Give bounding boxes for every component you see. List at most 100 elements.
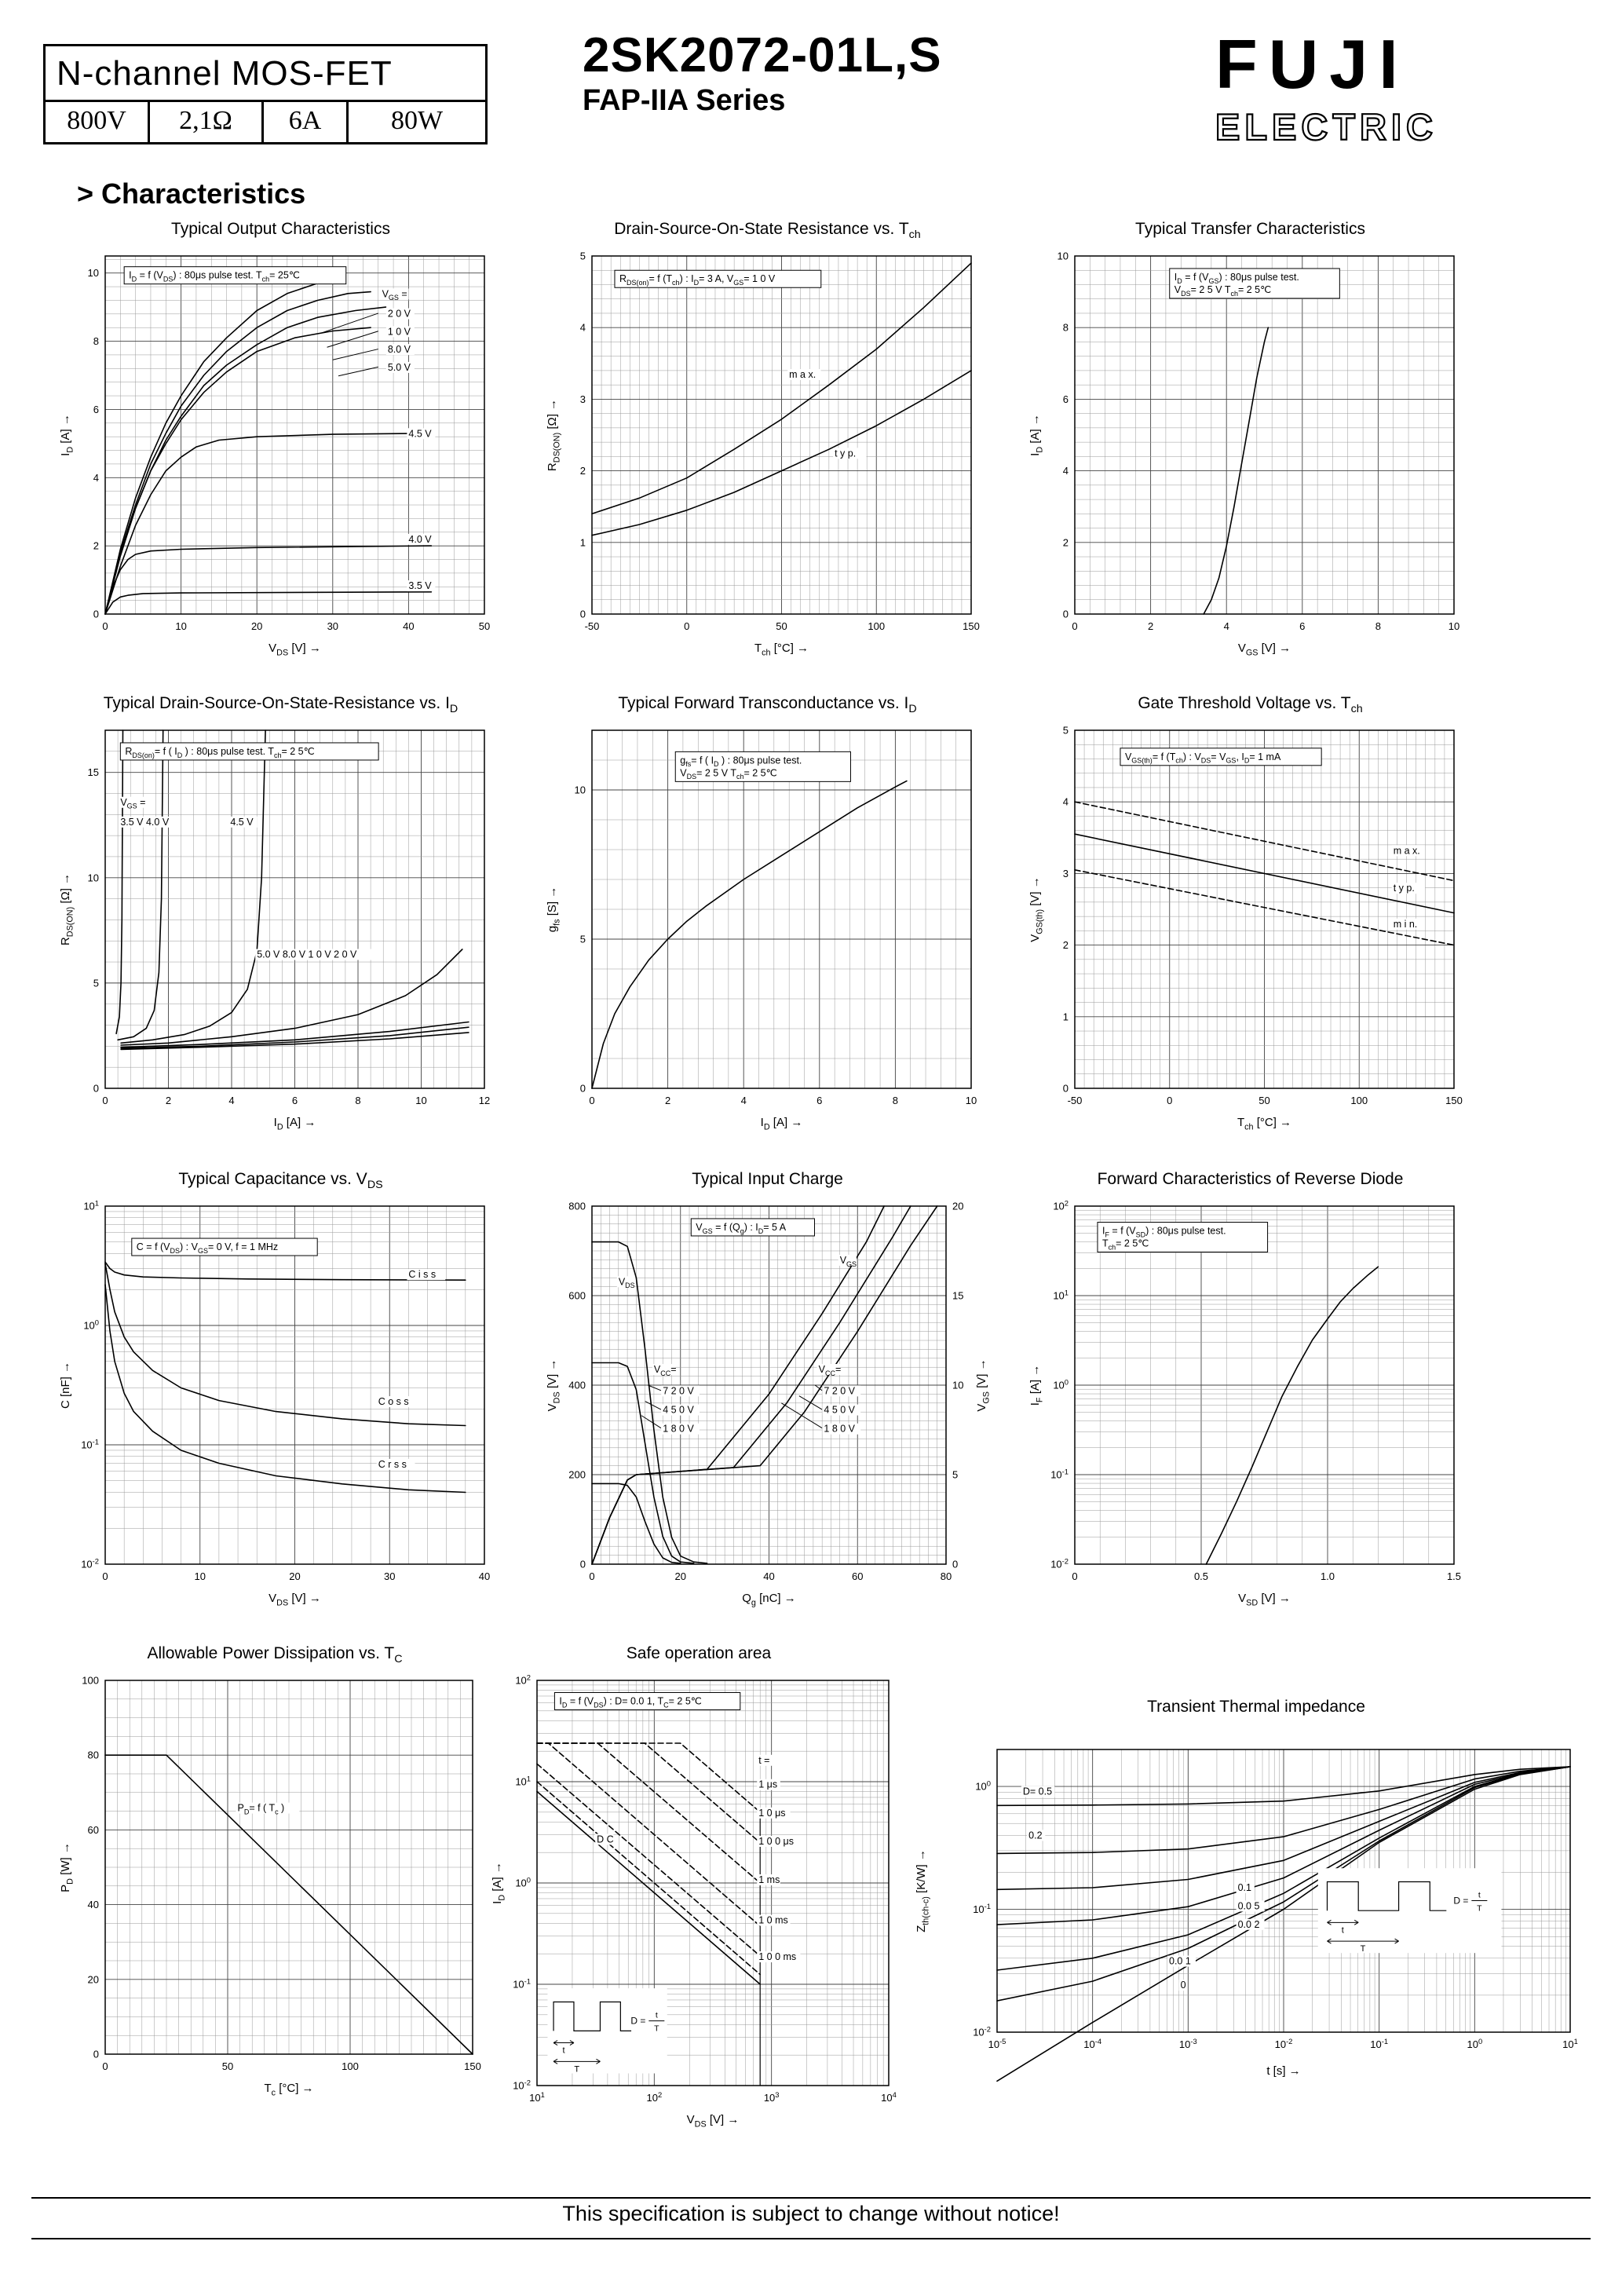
- chart-canvas-input-charge: VGS = f (Qg) : ID= 5 A VDS VGS VCC= 7 2 0 V 4…: [542, 1190, 993, 1614]
- svg-text:Tc [°C] →: Tc [°C] →: [264, 2082, 313, 2098]
- svg-text:1: 1: [580, 536, 586, 548]
- svg-text:VDS [V] →: VDS [V] →: [687, 2113, 740, 2130]
- rating-rdson: 2,1Ω: [150, 102, 264, 142]
- svg-text:80: 80: [88, 1749, 99, 1761]
- svg-text:4 5 0 V: 4 5 0 V: [824, 1405, 855, 1416]
- chart-rdson-vs-tch: Drain-Source-On-State Resistance vs. Tch…: [542, 218, 993, 664]
- svg-text:3: 3: [580, 393, 586, 405]
- chart-title: Typical Input Charge: [692, 1170, 843, 1188]
- svg-text:8: 8: [93, 335, 99, 347]
- svg-text:0: 0: [1063, 1083, 1069, 1095]
- svg-text:4: 4: [1224, 620, 1229, 632]
- svg-text:2: 2: [580, 465, 586, 477]
- svg-text:C r s s: C r s s: [378, 1459, 407, 1470]
- part-block: 2SK2072-01L,S FAP-IIA Series: [583, 30, 942, 118]
- svg-text:2: 2: [665, 1095, 670, 1106]
- rating-current: 6A: [264, 102, 349, 142]
- svg-text:5: 5: [952, 1469, 958, 1481]
- svg-text:-50: -50: [1068, 1095, 1083, 1106]
- svg-text:5: 5: [580, 934, 586, 945]
- svg-text:5: 5: [93, 977, 99, 989]
- svg-text:VGS [V] →: VGS [V] →: [975, 1358, 992, 1411]
- svg-text:ID [A] →: ID [A] →: [59, 414, 75, 456]
- svg-text:0: 0: [684, 620, 689, 632]
- svg-text:10: 10: [88, 872, 99, 883]
- chart-title: Drain-Source-On-State Resistance vs. Tch: [614, 220, 921, 242]
- svg-text:0: 0: [1063, 609, 1069, 620]
- chart-transient-thermal-impedance: Transient Thermal impedance D= 0.5 0.2 0.1…: [911, 1696, 1602, 2087]
- chart-gate-threshold-vs-tch: Gate Threshold Voltage vs. Tch VGS(th)= …: [1025, 693, 1476, 1139]
- svg-text:3.5 V 4.0 V: 3.5 V 4.0 V: [120, 817, 170, 828]
- svg-text:10: 10: [575, 784, 586, 796]
- svg-text:T: T: [1361, 1944, 1366, 1954]
- svg-text:8: 8: [1375, 620, 1381, 632]
- chart-canvas-rdson-vs-tch: RDS(on)= f (Tch) : ID= 3 A, VGS= 1 0 V m …: [542, 240, 993, 664]
- svg-text:t: t: [1342, 1925, 1344, 1935]
- chart-capacitance-vs-vds: Typical Capacitance vs. VDS C = f (VDS) …: [55, 1168, 506, 1614]
- svg-text:m a x.: m a x.: [1394, 845, 1420, 856]
- svg-text:20: 20: [251, 620, 262, 632]
- chart-canvas-transfer-characteristics: ID = f (VGS) : 80μs pulse test. VDS= 2 5 …: [1025, 240, 1476, 664]
- svg-text:ID = f (VGS) : 80μs pulse test: ID = f (VGS) : 80μs pulse test.: [1174, 272, 1299, 285]
- svg-text:6: 6: [1299, 620, 1305, 632]
- svg-text:200: 200: [568, 1469, 586, 1481]
- chart-rdson-vs-id: Typical Drain-Source-On-State-Resistance…: [55, 693, 506, 1139]
- chart-reverse-diode-forward: Forward Characteristics of Reverse Diode…: [1025, 1168, 1476, 1614]
- chart-title: Safe operation area: [626, 1644, 772, 1662]
- svg-text:60: 60: [88, 1824, 99, 1836]
- chart-output-characteristics: Typical Output Characteristics ID = f (V…: [55, 218, 506, 664]
- svg-text:0: 0: [580, 1559, 586, 1570]
- svg-text:0: 0: [102, 1570, 108, 1582]
- svg-text:1 ms: 1 ms: [758, 1874, 780, 1885]
- chart-canvas-transient-thermal-impedance: D= 0.5 0.2 0.1 0.0 5 0.0 2 0.0 1 0 10-5 10-4 10-3…: [911, 1718, 1602, 2087]
- svg-text:C [nF] →: C [nF] →: [59, 1362, 72, 1409]
- svg-text:t: t: [1478, 1891, 1481, 1900]
- svg-text:400: 400: [568, 1380, 586, 1391]
- chart-title: Typical Drain-Source-On-State-Resistance…: [103, 694, 458, 716]
- svg-text:1 8 0 V: 1 8 0 V: [663, 1424, 694, 1435]
- svg-text:0: 0: [93, 609, 99, 620]
- svg-text:5: 5: [580, 250, 586, 262]
- svg-text:5.0 V: 5.0 V: [388, 362, 411, 373]
- chart-canvas-reverse-diode-forward: IF = f (VSD) : 80μs pulse test. Tch= 2 5℃…: [1025, 1190, 1476, 1614]
- svg-text:101: 101: [1562, 2037, 1578, 2050]
- chart-input-charge: Typical Input Charge VGS = f (Qg) : ID= …: [542, 1168, 993, 1614]
- svg-text:VGS =: VGS =: [120, 797, 145, 810]
- svg-text:ID [A] →: ID [A] →: [491, 1862, 507, 1904]
- chart-title: Typical Output Characteristics: [171, 220, 390, 238]
- svg-text:6: 6: [1063, 393, 1069, 405]
- svg-text:0: 0: [1072, 620, 1077, 632]
- svg-text:VCC=: VCC=: [654, 1364, 677, 1377]
- svg-text:101: 101: [529, 2090, 545, 2104]
- svg-text:50: 50: [1259, 1095, 1269, 1106]
- svg-text:50: 50: [479, 620, 490, 632]
- svg-text:ID [A] →: ID [A] →: [1028, 414, 1045, 456]
- svg-text:4: 4: [741, 1095, 747, 1106]
- footer-rule-top: [31, 2197, 1591, 2199]
- svg-text:10: 10: [175, 620, 186, 632]
- chart-canvas-rdson-vs-id: RDS(on)= f ( ID ) : 80μs pulse test. Tch…: [55, 715, 506, 1139]
- svg-text:0.0 2: 0.0 2: [1238, 1919, 1260, 1930]
- svg-text:600: 600: [568, 1290, 586, 1302]
- svg-text:VDS [V] →: VDS [V] →: [269, 1592, 321, 1608]
- svg-text:0: 0: [580, 1083, 586, 1095]
- svg-text:8: 8: [1063, 322, 1069, 334]
- fuji-electric-logo: FUJI ELECTRIC: [1215, 25, 1592, 153]
- svg-text:60: 60: [852, 1570, 863, 1582]
- svg-text:Qg [nC] →: Qg [nC] →: [742, 1592, 796, 1608]
- svg-text:VGS = f (Qg) : ID= 5 A: VGS = f (Qg) : ID= 5 A: [696, 1222, 787, 1235]
- svg-text:4: 4: [228, 1095, 234, 1106]
- chart-canvas-power-dissipation-vs-tc: PD= f ( Tc ) 0 50 100 150 0 20 40 60 80 100 Tc [°C]…: [55, 1665, 495, 2104]
- svg-text:4: 4: [93, 472, 99, 484]
- svg-text:VGS(th)= f (Tch) : VDS= VGS, I: VGS(th)= f (Tch) : VDS= VGS, ID= 1 mA: [1125, 751, 1281, 765]
- device-spec-box: N-channel MOS-FET 800V 2,1Ω 6A 80W: [43, 44, 488, 144]
- svg-text:0: 0: [1181, 1980, 1186, 1991]
- svg-text:PD [W] →: PD [W] →: [59, 1842, 75, 1892]
- svg-text:VCC=: VCC=: [819, 1364, 842, 1377]
- svg-text:40: 40: [403, 620, 414, 632]
- chart-canvas-gate-threshold-vs-tch: VGS(th)= f (Tch) : VDS= VGS, ID= 1 mA m a…: [1025, 715, 1476, 1139]
- svg-text:100: 100: [1053, 1378, 1069, 1391]
- chart-transfer-characteristics: Typical Transfer Characteristics ID = f …: [1025, 218, 1476, 664]
- svg-text:40: 40: [479, 1570, 490, 1582]
